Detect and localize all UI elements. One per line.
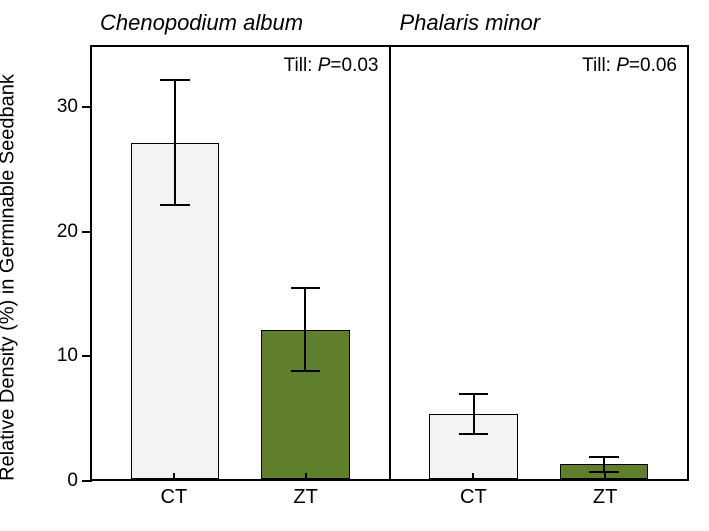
x-tick-label: CT <box>161 486 188 509</box>
bars-1 <box>391 47 688 479</box>
error-cap <box>459 433 489 435</box>
panel-title-0: Chenopodium album <box>90 10 390 36</box>
bars-0 <box>92 47 389 479</box>
y-tick-label: 30 <box>57 96 78 118</box>
xlabels-1: CT ZT <box>390 486 690 516</box>
y-axis-ticks: 0102030 <box>60 45 90 481</box>
error-cap <box>459 393 489 395</box>
y-axis-label: Relative Density (%) in Germinable Seedb… <box>0 74 20 481</box>
error-bar <box>304 288 306 370</box>
x-tick-mark <box>472 473 474 481</box>
x-tick-label: CT <box>460 486 487 509</box>
error-bar <box>473 394 475 434</box>
panel-0: Till: P=0.03 <box>90 45 391 481</box>
x-tick-label: ZT <box>293 486 317 509</box>
error-bar <box>174 80 176 205</box>
x-tick-mark <box>305 473 307 481</box>
panel-title-1: Phalaris minor <box>390 10 690 36</box>
y-tick-label: 10 <box>57 345 78 367</box>
error-cap <box>160 204 190 206</box>
y-tick-label: 20 <box>57 221 78 243</box>
chart-container: Relative Density (%) in Germinable Seedb… <box>0 0 709 531</box>
error-cap <box>589 456 619 458</box>
error-cap <box>291 370 321 372</box>
xlabels-0: CT ZT <box>90 486 390 516</box>
panel-titles: Chenopodium album Phalaris minor <box>90 10 689 36</box>
x-tick-mark <box>604 473 606 481</box>
error-cap <box>160 79 190 81</box>
plot-area: Till: P=0.03 Till: P=0.06 <box>90 45 689 481</box>
x-tick-label: ZT <box>593 486 617 509</box>
panel-1: Till: P=0.06 <box>391 45 690 481</box>
y-tick-label: 0 <box>67 470 78 492</box>
x-tick-mark <box>173 473 175 481</box>
x-axis-labels: CT ZT CT ZT <box>90 486 689 516</box>
error-cap <box>291 287 321 289</box>
error-bar <box>603 457 605 472</box>
